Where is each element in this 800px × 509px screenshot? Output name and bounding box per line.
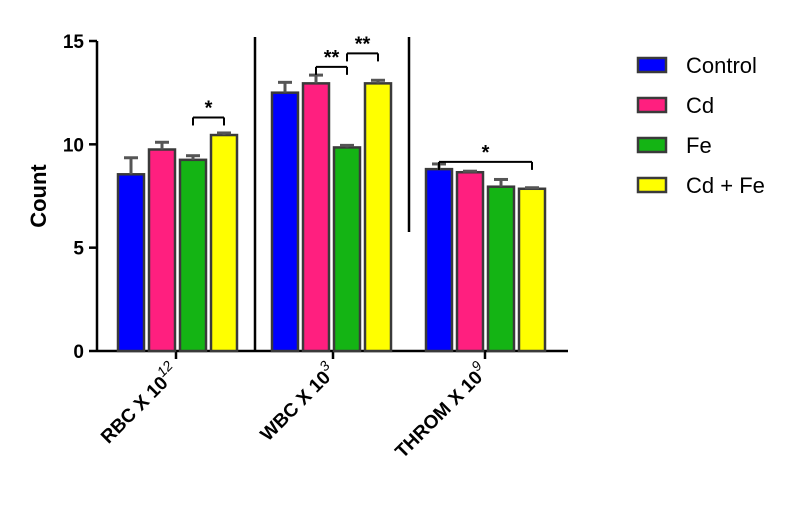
significance-label: ** — [324, 47, 340, 69]
legend-label: Cd — [686, 93, 714, 118]
category-label: WBC X 103 — [252, 357, 340, 445]
bar — [270, 91, 300, 353]
category-label: RBC X 1012 — [93, 357, 184, 448]
bar — [147, 148, 177, 353]
legend-swatch — [636, 176, 668, 194]
significance-label: * — [205, 97, 213, 119]
y-tick-label: 5 — [73, 239, 84, 260]
group-separators — [253, 37, 411, 351]
category-label-base: THROM X 10 — [392, 367, 487, 462]
bar — [424, 167, 454, 353]
legend-label: Control — [686, 53, 757, 78]
significance-label: ** — [355, 33, 371, 55]
bar — [301, 82, 331, 353]
bar — [517, 187, 547, 353]
category-labels: RBC X 1012 WBC X 103 THROM X 109 — [93, 357, 492, 462]
legend-swatch — [636, 56, 668, 74]
category-label-base: RBC X 10 — [97, 373, 172, 448]
category-label-base: WBC X 10 — [257, 367, 335, 445]
bar — [363, 82, 393, 353]
bar — [116, 173, 146, 353]
y-axis-label: Count — [26, 164, 51, 228]
significance-brackets: ****** — [192, 33, 533, 170]
legend-label: Cd + Fe — [686, 173, 765, 198]
y-tick-label: 15 — [63, 32, 85, 53]
y-tick-label: 0 — [73, 342, 84, 363]
legend: Control Cd Fe Cd + Fe — [636, 53, 765, 198]
bar — [332, 146, 362, 353]
bar — [209, 133, 239, 353]
significance-label: * — [482, 142, 490, 164]
y-tick-label: 10 — [63, 135, 84, 156]
bar — [486, 185, 516, 353]
y-axis: 0 5 10 15 — [63, 32, 99, 363]
category-label: THROM X 109 — [387, 357, 492, 462]
bar — [455, 170, 485, 353]
legend-swatch — [636, 96, 668, 114]
bar — [178, 158, 208, 353]
legend-label: Fe — [686, 133, 712, 158]
bars — [116, 73, 547, 353]
legend-swatch — [636, 136, 668, 154]
